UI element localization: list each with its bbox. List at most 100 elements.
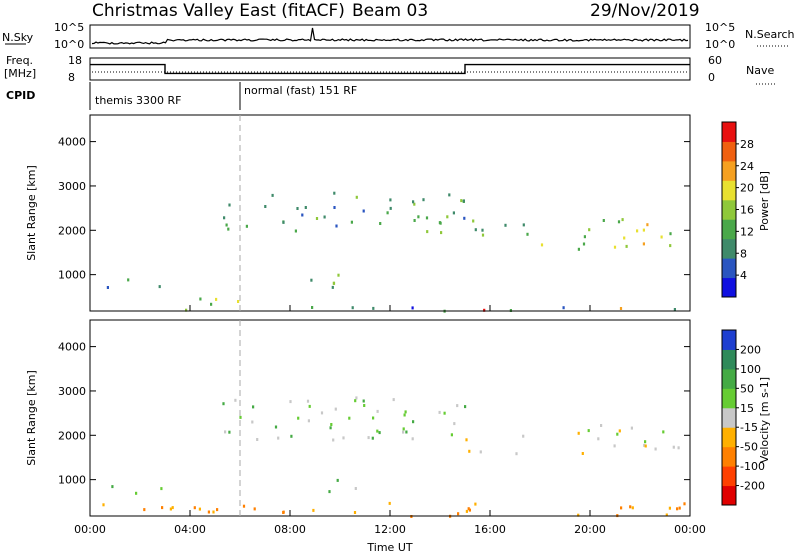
x-tick-label: 04:00 (174, 523, 206, 536)
heatmap-cell (389, 198, 392, 202)
colorbar-tick-label: 20 (740, 182, 754, 195)
heatmap-cell (106, 286, 109, 289)
heatmap-cell (669, 244, 672, 248)
nsky-tick-bottom: 10^0 (54, 38, 84, 51)
heatmap-cell (617, 220, 621, 224)
heatmap-cell (354, 399, 357, 403)
heatmap-cell (588, 228, 591, 232)
heatmap-cell (443, 411, 446, 415)
heatmap-cell (252, 405, 255, 409)
colorbar-segment (722, 238, 736, 259)
heatmap-cell (256, 438, 259, 441)
power-panel-frame (89, 114, 691, 312)
heatmap-cell (467, 507, 470, 511)
cpid-label: CPID (6, 89, 35, 102)
heatmap-cell (353, 511, 357, 514)
colorbar-segment (722, 122, 736, 142)
heatmap-cell (158, 285, 161, 289)
heatmap-cell (334, 407, 337, 411)
colorbar-tick-label: 24 (740, 160, 754, 173)
nave-tick-top: 60 (708, 54, 722, 67)
heatmap-cell (301, 213, 304, 217)
nsky-panel (89, 24, 691, 49)
y-tick-label: 1000 (58, 269, 86, 282)
heatmap-cell (642, 242, 645, 246)
nsky-label: N.Sky (2, 31, 34, 44)
heatmap-cell (448, 193, 451, 197)
heatmap-cell (412, 420, 415, 424)
heatmap-cell (438, 221, 441, 225)
heatmap-cell (676, 507, 679, 511)
y-tick-label: 3000 (58, 180, 86, 193)
heatmap-cell (465, 438, 468, 442)
heatmap-cell (672, 445, 675, 449)
date-label: 29/Nov/2019 (590, 1, 700, 21)
heatmap-cell (312, 508, 315, 512)
heatmap-cell (456, 404, 459, 408)
heatmap-cell (450, 433, 453, 437)
heatmap-cell (315, 217, 319, 220)
heatmap-cell (212, 510, 215, 514)
heatmap-cell (225, 223, 228, 227)
x-tick-label: 16:00 (474, 523, 506, 536)
heatmap-cell (457, 512, 460, 516)
heatmap-cell (271, 193, 274, 197)
heatmap-cell (308, 404, 311, 408)
heatmap-cell (282, 220, 285, 224)
y-tick-label: 2000 (58, 224, 86, 237)
colorbar-segment (722, 160, 736, 181)
heatmap-cell (600, 424, 603, 427)
heatmap-cell (426, 230, 429, 234)
heatmap-cell (413, 202, 416, 206)
heatmap-cell (665, 513, 668, 517)
heatmap-cell (623, 236, 626, 240)
power-heatmap-cells (106, 191, 676, 313)
heatmap-cell (440, 231, 443, 235)
y-tick-label: 4000 (58, 341, 86, 354)
power-colorbar-label: Power [dB] (758, 171, 771, 231)
heatmap-cell (367, 436, 370, 440)
colorbar-tick-label: -50 (740, 441, 758, 454)
heatmap-cell (372, 306, 375, 310)
heatmap-cell (481, 233, 485, 237)
heatmap-cell (216, 508, 219, 512)
heatmap-cell (143, 508, 146, 512)
heatmap-cell (636, 229, 639, 233)
x-tick-label: 20:00 (574, 523, 606, 536)
heatmap-cell (602, 219, 605, 222)
heatmap-cell (336, 478, 339, 482)
heatmap-cell (392, 398, 395, 402)
heatmap-cell (654, 447, 657, 451)
colorbar-segment (722, 199, 736, 220)
colorbar-tick-label: 200 (740, 343, 761, 356)
freq-label-line2: [MHz] (4, 67, 36, 80)
heatmap-cell (290, 434, 293, 438)
freq-tick-top: 18 (68, 54, 82, 67)
colorbar-segment (722, 349, 736, 370)
heatmap-cell (297, 416, 300, 420)
freq-label-line1: Freq. (6, 54, 33, 67)
colorbar-frame (721, 329, 737, 506)
heatmap-cell (329, 426, 332, 430)
heatmap-cell (378, 431, 381, 435)
heatmap-cell (185, 308, 188, 312)
heatmap-cell (350, 220, 353, 224)
colorbar-tick-label: 8 (740, 247, 747, 260)
heatmap-cell (402, 430, 405, 434)
heatmap-cell (683, 502, 686, 506)
x-tick-label: 12:00 (374, 523, 406, 536)
heatmap-cell (643, 443, 646, 447)
heatmap-cell (223, 216, 226, 220)
colorbar-segment (722, 180, 736, 201)
heatmap-cell (587, 429, 590, 433)
heatmap-cell (239, 415, 242, 419)
heatmap-cell (169, 507, 172, 511)
nave-tick-bottom: 0 (708, 71, 715, 84)
heatmap-cell (404, 410, 407, 414)
heatmap-cell (282, 510, 285, 514)
heatmap-cell (616, 432, 619, 436)
heatmap-cell (379, 222, 382, 225)
nsky-trace (91, 27, 689, 45)
heatmap-cell (294, 229, 297, 233)
